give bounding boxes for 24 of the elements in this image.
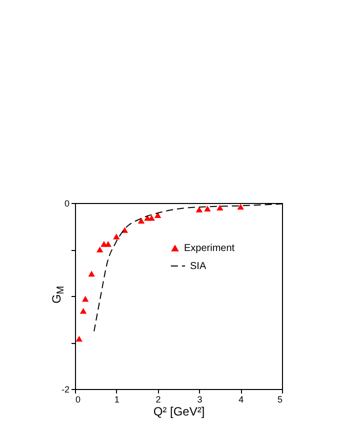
point: [82, 296, 89, 302]
y-tick-label: -2: [61, 384, 70, 394]
point: [196, 206, 203, 212]
legend-label: Experiment: [184, 243, 235, 254]
x-tick-label: 2: [156, 394, 161, 404]
point: [80, 308, 87, 314]
x-tick-label: 4: [238, 394, 244, 404]
point: [88, 270, 95, 277]
x-tick-label: 0: [76, 394, 81, 404]
point: [148, 214, 155, 221]
x-tick-label: 3: [197, 394, 202, 404]
point: [104, 241, 112, 247]
point: [138, 218, 145, 224]
legend-label: SIA: [190, 261, 206, 272]
point: [204, 206, 211, 212]
point: [113, 234, 120, 240]
point: [96, 246, 104, 252]
point: [154, 212, 162, 218]
point: [237, 204, 244, 210]
x-tick-label: 5: [277, 394, 282, 404]
point: [216, 204, 224, 211]
x-axis-title: Q² [GeV²]: [153, 404, 205, 418]
point: [76, 336, 82, 342]
x-tick-label: 1: [114, 394, 120, 404]
